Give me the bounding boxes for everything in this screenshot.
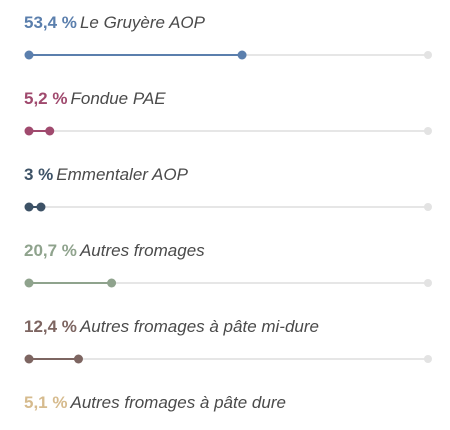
- value-label: 12,4 %: [24, 317, 77, 336]
- category-label: Autres fromages à pâte dure: [69, 393, 285, 412]
- row-label: 20,7 % Autres fromages: [24, 241, 205, 260]
- start-dot: [24, 354, 34, 364]
- row-label: 53,4 % Le Gruyère AOP: [24, 13, 206, 32]
- row-label: 5,1 % Autres fromages à pâte dure: [24, 393, 286, 412]
- value-label: 53,4 %: [24, 13, 77, 32]
- category-label: Autres fromages: [79, 241, 205, 260]
- row-label: 12,4 % Autres fromages à pâte mi-dure: [24, 317, 319, 336]
- value-label: 3 %: [24, 165, 53, 184]
- value-label: 20,7 %: [24, 241, 77, 260]
- category-label: Fondue PAE: [70, 89, 166, 108]
- category-label: Emmentaler AOP: [56, 165, 188, 184]
- value-dot: [73, 354, 83, 364]
- track-end: [424, 127, 432, 135]
- start-dot: [24, 278, 34, 288]
- track-end: [424, 279, 432, 287]
- row-label: 5,2 % Fondue PAE: [24, 89, 166, 108]
- track-end: [424, 51, 432, 59]
- value-dot: [107, 278, 117, 288]
- start-dot: [24, 50, 34, 60]
- start-dot: [24, 202, 34, 212]
- track-end: [424, 355, 432, 363]
- track-end: [424, 203, 432, 211]
- value-dot: [45, 126, 55, 136]
- value-dot: [237, 50, 247, 60]
- value-dot: [36, 202, 46, 212]
- category-label: Autres fromages à pâte mi-dure: [79, 317, 319, 336]
- value-label: 5,2 %: [24, 89, 67, 108]
- start-dot: [24, 126, 34, 136]
- value-label: 5,1 %: [24, 393, 67, 412]
- row-label: 3 % Emmentaler AOP: [24, 165, 189, 184]
- category-label: Le Gruyère AOP: [80, 13, 206, 32]
